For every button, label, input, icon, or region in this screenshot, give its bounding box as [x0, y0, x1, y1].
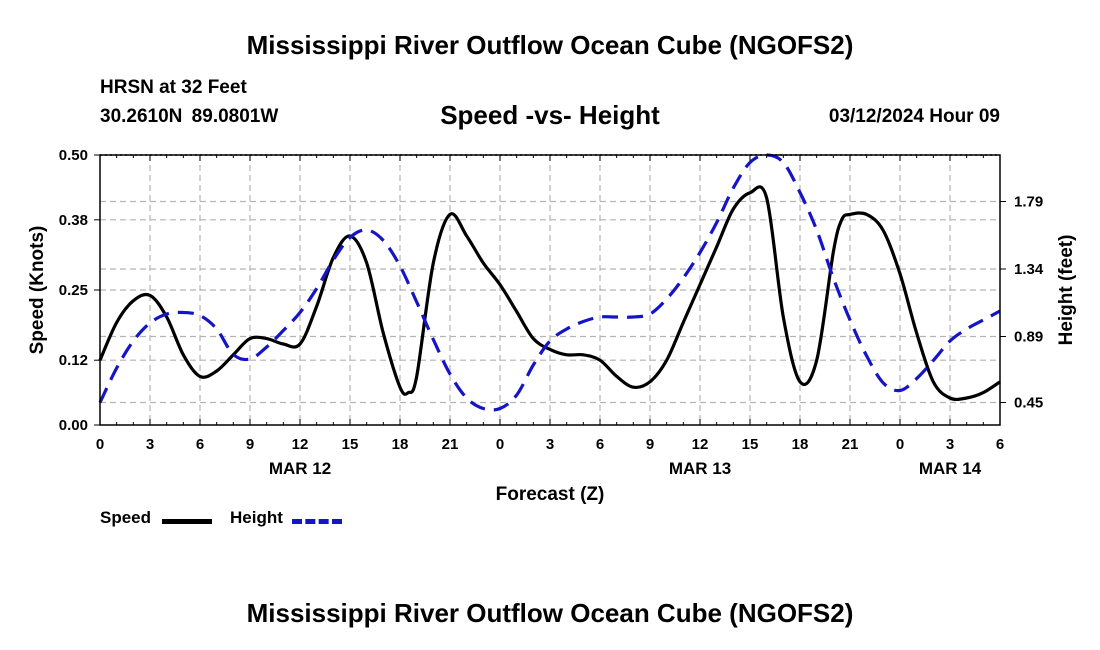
x-tick-label: 3 [946, 436, 954, 453]
x-tick-label: 3 [146, 436, 154, 453]
x-tick-label: 9 [646, 436, 654, 453]
y-tick-label-left: 0.38 [59, 212, 88, 229]
x-date-label: MAR 12 [269, 459, 331, 478]
x-tick-label: 12 [692, 436, 709, 453]
x-tick-label: 0 [496, 436, 504, 453]
legend-height-line [292, 519, 342, 524]
y-tick-label-right: 1.79 [1014, 194, 1043, 211]
x-tick-label: 0 [96, 436, 104, 453]
x-tick-label: 15 [742, 436, 759, 453]
label-layer: 0 3 6 9 12 15 18 21 0 3 6 9 12 15 18 21 0 3 6 0.00 0.12 0.25 0… [27, 147, 1077, 505]
legend-speed-label: Speed [100, 508, 152, 527]
y-tick-label-right: 1.34 [1014, 261, 1044, 278]
series-layer [98, 153, 1001, 412]
height-series-line [98, 153, 1001, 412]
legend-speed-line [162, 519, 212, 524]
y-tick-label-right: 0.45 [1014, 395, 1043, 412]
x-tick-label: 15 [342, 436, 359, 453]
x-tick-label: 3 [546, 436, 554, 453]
y-tick-label-left: 0.00 [59, 417, 88, 434]
x-tick-label: 21 [842, 436, 859, 453]
y-tick-label-left: 0.50 [59, 147, 88, 164]
x-tick-label: 6 [996, 436, 1004, 453]
forecast-datetime: 03/12/2024 Hour 09 [828, 106, 1000, 127]
y-tick-label-left: 0.25 [59, 282, 88, 299]
y-axis-title-right: Height (feet) [1056, 235, 1077, 346]
speed-height-chart: 0 3 6 9 12 15 18 21 0 3 6 9 12 15 18 21 0 3 6 0.00 0.12 0.25 0… [27, 147, 1077, 505]
station-coordinates: 30.2610N 89.0801W [100, 106, 279, 127]
y-tick-label-right: 0.89 [1014, 329, 1043, 346]
x-tick-label: 6 [596, 436, 604, 453]
x-tick-label: 0 [896, 436, 904, 453]
chart-subtitle: Speed -vs- Height [440, 100, 660, 130]
speed-series-line [98, 185, 1001, 402]
legend-height-label: Height [230, 508, 283, 527]
grid-layer [100, 154, 1000, 425]
x-tick-label: 18 [392, 436, 409, 453]
footer-title: Mississippi River Outflow Ocean Cube (NG… [246, 598, 854, 628]
tick-layer [94, 154, 1006, 426]
x-tick-label: 9 [246, 436, 254, 453]
x-tick-label: 12 [292, 436, 309, 453]
x-date-label: MAR 13 [669, 459, 731, 478]
station-label: HRSN at 32 Feet [100, 77, 247, 98]
x-axis-title: Forecast (Z) [496, 484, 605, 505]
x-date-label: MAR 14 [919, 459, 982, 478]
x-tick-label: 6 [196, 436, 204, 453]
x-tick-label: 18 [792, 436, 809, 453]
y-axis-title-left: Speed (Knots) [27, 226, 48, 355]
y-tick-label-left: 0.12 [59, 352, 88, 369]
x-tick-label: 21 [442, 436, 459, 453]
chart-title: Mississippi River Outflow Ocean Cube (NG… [246, 30, 854, 60]
